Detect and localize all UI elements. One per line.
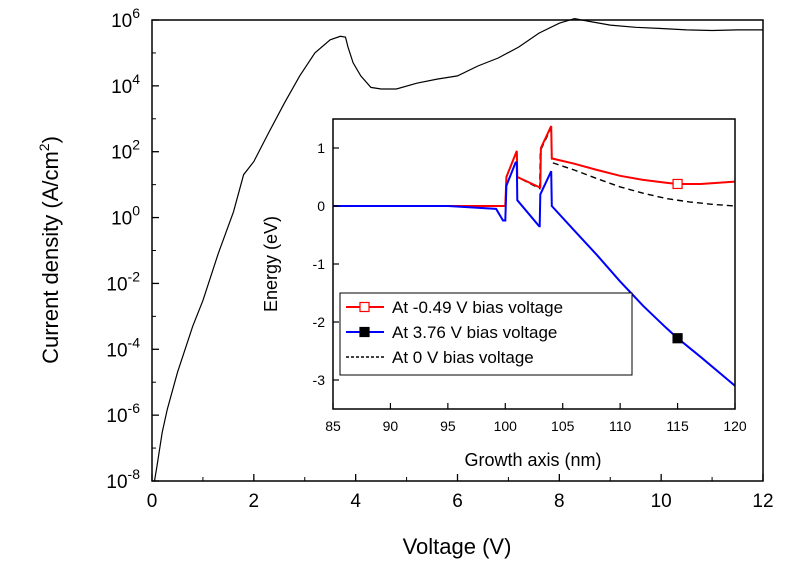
inset-y-axis: 1 0 -1 -2 -3 [313,140,339,388]
inset-legend-label-0: At -0.49 V bias voltage [392,298,563,317]
main-y-tick-label: 10-2 [106,268,140,295]
inset-y-tick-label: -2 [313,314,326,330]
main-y-tick-label: 102 [111,137,140,164]
main-x-tick-label: 8 [554,491,565,512]
inset-legend-marker-0 [359,301,370,313]
main-x-tick-label: 4 [350,491,361,512]
inset-x-tick-label: 105 [551,418,575,434]
inset-legend-label-1: At 3.76 V bias voltage [392,323,557,342]
inset-series-line-1 [333,161,736,387]
main-x-tick-label: 6 [452,491,463,512]
inset-x-tick-label: 110 [609,418,632,434]
inset-series-group [333,125,736,387]
inset-series-marker-0 [672,178,683,190]
inset-x-tick-label: 100 [494,418,518,434]
main-x-axis-title: Voltage (V) [403,534,512,559]
main-y-tick-label: 10-8 [106,466,140,493]
main-x-tick-label: 12 [752,491,773,512]
inset-x-tick-label: 120 [723,418,747,434]
inset-chart: 85 90 95 100 105 110 115 120 1 0 -1 -2 -3 Growth ax… [261,118,747,470]
inset-x-tick-label: 115 [666,418,689,434]
main-y-tick-label: 104 [111,71,140,98]
main-x-axis: 0 2 4 6 8 10 12 [147,474,774,512]
main-y-tick-label: 10-6 [106,400,140,427]
main-x-tick-label: 0 [147,491,158,512]
main-y-tick-label: 100 [111,203,140,230]
main-y-tick-label: 106 [111,5,140,32]
main-y-axis: 10-8 10-6 10-4 10-2 100 102 104 106 [106,5,159,493]
inset-x-axis-title: Growth axis (nm) [464,450,601,470]
inset-y-tick-label: 1 [317,140,325,156]
inset-y-tick-label: 0 [317,198,325,214]
inset-legend-marker-1 [359,326,370,338]
inset-legend: At -0.49 V bias voltage At 3.76 V bias vo… [339,292,633,376]
inset-series-marker-1 [672,333,683,344]
inset-x-tick-label: 85 [325,418,341,434]
inset-x-axis: 85 90 95 100 105 110 115 120 [325,403,747,434]
main-x-tick-label: 2 [249,491,260,512]
inset-x-tick-label: 95 [440,418,456,434]
inset-legend-label-2: At 0 V bias voltage [392,348,534,367]
inset-y-axis-title: Energy (eV) [261,216,281,312]
inset-x-tick-label: 90 [383,418,399,434]
main-y-tick-label: 10-4 [106,334,140,361]
inset-y-tick-label: -1 [313,256,326,272]
inset-legend-box [339,292,633,376]
inset-y-tick-label: -3 [313,372,326,388]
main-series-line [153,17,763,482]
main-x-tick-label: 10 [651,491,672,512]
main-y-axis-title: Current density (A/cm2) [36,136,63,364]
inset-series-line-0 [333,125,736,207]
